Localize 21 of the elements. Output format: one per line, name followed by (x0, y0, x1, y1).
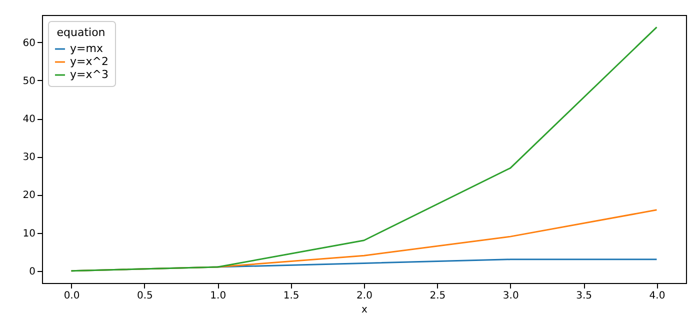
x-tick-label: 4.0 (649, 290, 666, 302)
x-tick-label: 1.5 (283, 290, 300, 302)
x-axis-title: x (362, 304, 368, 316)
legend-label: y=x^3 (70, 68, 108, 81)
y-tick-label: 0 (29, 266, 36, 278)
x-tick-label: 0.0 (64, 290, 80, 302)
x-tick-label: 3.0 (502, 290, 519, 302)
legend-title: equation (56, 26, 106, 39)
y-tick-label: 50 (22, 76, 36, 87)
x-tick-label: 0.5 (137, 290, 153, 302)
x-tick-label: 3.5 (576, 290, 592, 302)
y-tick-label: 10 (22, 228, 36, 240)
y-tick-label: 40 (22, 114, 36, 126)
x-tick-label: 2.5 (430, 290, 446, 302)
legend-label: y=x^2 (70, 55, 108, 68)
y-tick-label: 30 (22, 152, 36, 164)
legend-label: y=mx (70, 42, 104, 55)
x-tick-label: 1.0 (210, 290, 226, 302)
y-tick-label: 20 (22, 190, 36, 202)
x-tick-label: 2.0 (356, 290, 372, 302)
y-tick-label: 60 (22, 38, 36, 49)
